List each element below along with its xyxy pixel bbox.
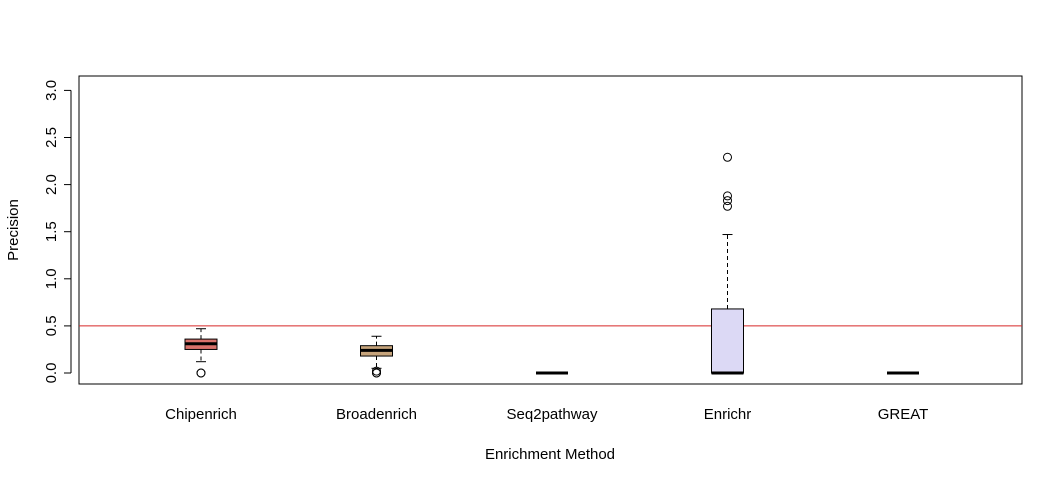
plot-layer: 0.0 0.5 1.0 1.5 2.0 2.5 3.0 Chipenrich Broadenri… xyxy=(43,75,1023,423)
x-tick-label: GREAT xyxy=(878,406,929,423)
outlier-point xyxy=(723,152,732,162)
y-tick-label: 1.5 xyxy=(43,221,60,242)
outlier-point xyxy=(723,191,732,201)
x-tick-label: Broadenrich xyxy=(336,406,417,423)
y-tick-label: 2.0 xyxy=(43,174,60,195)
box xyxy=(711,308,744,374)
x-tick-label: Seq2pathway xyxy=(507,406,598,423)
outlier-point xyxy=(723,196,732,206)
outlier-point xyxy=(372,368,381,378)
x-axis-label: Enrichment Method xyxy=(485,446,615,463)
outlier-point xyxy=(723,201,732,211)
y-tick-label: 3.0 xyxy=(43,80,60,101)
x-tick-label: Enrichr xyxy=(704,406,752,423)
plot-frame xyxy=(78,75,1023,385)
y-tick-label: 0.0 xyxy=(43,363,60,384)
y-tick-label: 1.0 xyxy=(43,268,60,289)
y-axis-label: Precision xyxy=(5,199,22,261)
y-tick-label: 0.5 xyxy=(43,315,60,336)
y-tick-label: 2.5 xyxy=(43,127,60,148)
outlier-point xyxy=(196,368,206,378)
x-tick-label: Chipenrich xyxy=(165,406,237,423)
